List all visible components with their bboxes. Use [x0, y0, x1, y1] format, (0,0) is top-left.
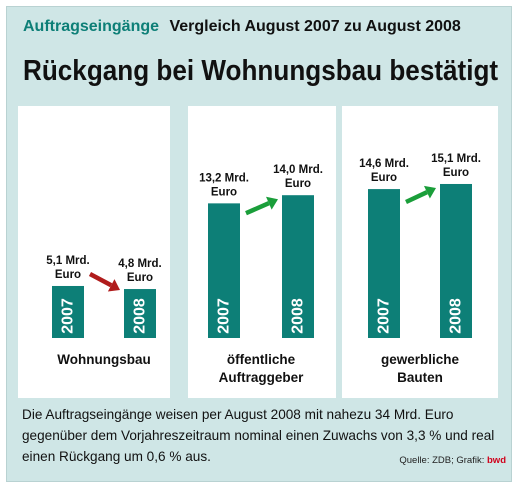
- arrow-up-right-icon: [405, 185, 436, 205]
- panel-oeffentliche-auftraggeber: 2007 13,2 Mrd. Euro 2008 14,0 Mrd. Euro öffent…: [188, 106, 336, 398]
- bar-year-label: 2007: [60, 298, 77, 334]
- bar-1-2007: [52, 285, 84, 338]
- bar-3-2008: [440, 183, 472, 338]
- arrow-down-right-icon: [88, 271, 120, 292]
- panel-wohnungsbau: 2007 5,1 Mrd. Euro 2008 4,8 Mrd. Euro Wohnungs…: [18, 106, 170, 398]
- source-text: Quelle: ZDB; Grafik:: [399, 455, 485, 466]
- bar-year-label: 2008: [290, 298, 307, 334]
- bar-1-2008: [124, 289, 156, 338]
- bar-year-label: 2007: [216, 298, 233, 334]
- chart-gewerbliche-bauten: 2007 14,6 Mrd. Euro 2008 15,1 Mrd. Euro gewerb…: [359, 153, 481, 385]
- bar-year-label: 2008: [448, 298, 465, 334]
- source-brand: bwd: [487, 455, 506, 466]
- topic-label: Auftragseingänge: [23, 18, 160, 35]
- data-label: 14,0 Mrd.: [273, 164, 323, 176]
- category-label: Wohnungsbau: [57, 352, 151, 367]
- panel-gewerbliche-bauten: 2007 14,6 Mrd. Euro 2008 15,1 Mrd. Euro gewerb…: [342, 106, 498, 398]
- data-label: 13,2 Mrd.: [199, 172, 249, 184]
- footnote-text: Die Auftragseingänge weisen per August 2…: [22, 407, 495, 464]
- data-label: Euro: [55, 269, 81, 281]
- arrow-up-right-icon: [245, 196, 278, 216]
- data-label: Euro: [285, 178, 311, 190]
- bar-year-label: 2007: [376, 298, 393, 334]
- data-label: 15,1 Mrd.: [431, 153, 481, 165]
- data-label: 14,6 Mrd.: [359, 158, 409, 170]
- bar-year-label: 2008: [132, 298, 149, 334]
- bar-2-2008: [282, 195, 314, 338]
- category-label: gewerbliche: [381, 352, 460, 367]
- category-label: Bauten: [397, 370, 443, 385]
- data-label: Euro: [371, 172, 397, 184]
- data-label: Euro: [211, 186, 237, 198]
- category-label: öffentliche: [227, 352, 296, 367]
- data-label: 4,8 Mrd.: [118, 258, 161, 270]
- bar-3-2007: [368, 189, 400, 338]
- chart-oeffentliche-auftraggeber: 2007 13,2 Mrd. Euro 2008 14,0 Mrd. Euro öffent…: [199, 164, 323, 385]
- chart-title: Rückgang bei Wohnungsbau bestätigt: [23, 55, 499, 87]
- source-credit: Quelle: ZDB; Grafik: bwd: [399, 455, 506, 466]
- data-label: Euro: [443, 167, 469, 179]
- chart-wohnungsbau: 2007 5,1 Mrd. Euro 2008 4,8 Mrd. Euro Wohnungs…: [46, 255, 161, 367]
- data-label: 5,1 Mrd.: [46, 255, 89, 267]
- data-label: Euro: [127, 272, 153, 284]
- chart-subtitle: Vergleich August 2007 zu August 2008: [169, 18, 461, 35]
- header-line: Auftragseingänge Vergleich August 2007 z…: [23, 18, 461, 36]
- category-label: Auftraggeber: [219, 370, 305, 385]
- bar-2-2007: [208, 203, 240, 338]
